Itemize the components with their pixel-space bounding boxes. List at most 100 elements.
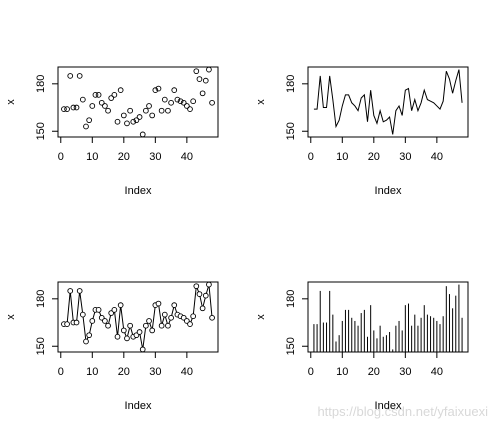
data-point [209, 314, 215, 321]
x-axis-label: Index [375, 185, 402, 197]
data-point [67, 288, 74, 294]
plot-box [57, 281, 219, 353]
data-point [95, 307, 102, 313]
data-point [76, 288, 83, 294]
data-point [73, 319, 80, 326]
data-point [190, 313, 197, 320]
data-point [124, 120, 130, 127]
x-tick-label: 10 [86, 151, 98, 163]
data-point [139, 131, 146, 138]
x-tick-label: 30 [149, 366, 161, 378]
data-point [105, 322, 111, 329]
data-point [190, 98, 197, 105]
data-point [95, 92, 102, 98]
data-point [196, 291, 203, 297]
data-point [79, 96, 86, 103]
data-point [64, 321, 70, 327]
data-point [174, 96, 181, 103]
plot-box [307, 281, 469, 353]
data-point [102, 103, 108, 109]
data-point [158, 107, 165, 114]
x-tick-label: 20 [118, 366, 130, 378]
data-point [136, 114, 143, 120]
data-point [209, 99, 215, 106]
y-tick-label: 150 [285, 122, 297, 140]
x-tick-label: 0 [58, 366, 64, 378]
data-point [136, 329, 143, 335]
x-tick-label: 10 [336, 366, 348, 378]
data-point [149, 112, 156, 119]
data-point [86, 332, 92, 339]
data-point [73, 104, 80, 111]
y-tick-label: 150 [35, 337, 47, 355]
x-tick-label: 40 [181, 366, 193, 378]
data-point [98, 99, 105, 106]
data-point [171, 302, 178, 308]
x-tick-label: 0 [308, 151, 314, 163]
data-point [139, 346, 146, 353]
watermark: https://blog.csdn.net/yfaixuexi [317, 404, 488, 419]
data-point [193, 283, 200, 290]
data-point [199, 90, 206, 97]
data-point [105, 107, 111, 114]
x-tick-label: 40 [431, 366, 443, 378]
x-tick-label: 10 [336, 151, 348, 163]
data-point [180, 99, 187, 106]
x-tick-label: 30 [399, 366, 411, 378]
data-point [114, 333, 121, 340]
data-point [161, 311, 168, 318]
y-axis-label: x [255, 314, 267, 320]
x-tick-label: 30 [399, 151, 411, 163]
data-point [92, 92, 99, 98]
y-tick-label: 150 [35, 122, 47, 140]
data-point [158, 322, 165, 329]
x-tick-label: 20 [368, 151, 380, 163]
data-point [114, 118, 121, 125]
data-point [83, 338, 89, 345]
data-point [196, 76, 203, 82]
data-point [155, 300, 162, 307]
x-axis-label: Index [125, 185, 152, 197]
data-point [127, 107, 133, 114]
plot-box [57, 66, 219, 138]
y-tick-label: 180 [35, 75, 47, 93]
data-point [202, 292, 209, 299]
data-point [117, 302, 124, 308]
x-tick-label: 0 [308, 366, 314, 378]
data-point [177, 98, 184, 105]
data-point [130, 118, 137, 125]
data-line [313, 69, 463, 135]
x-tick-label: 0 [58, 151, 64, 163]
x-tick-label: 10 [86, 366, 98, 378]
data-point [149, 327, 156, 334]
data-point [120, 327, 127, 334]
plot-box [307, 66, 469, 138]
data-point [102, 318, 108, 324]
data-point [111, 307, 118, 313]
data-point [152, 87, 159, 93]
data-point [86, 117, 92, 124]
x-axis-label: Index [125, 400, 152, 412]
data-point [111, 92, 118, 98]
data-point [127, 322, 133, 329]
data-point [193, 68, 200, 75]
x-tick-label: 40 [431, 151, 443, 163]
y-axis-label: x [5, 314, 17, 320]
data-point [146, 103, 152, 109]
data-point [168, 314, 174, 321]
data-point [146, 318, 152, 324]
data-point [165, 322, 171, 329]
data-point [161, 96, 168, 103]
x-tick-label: 40 [181, 151, 193, 163]
data-point [67, 73, 74, 79]
y-axis-label: x [255, 99, 267, 105]
data-point [76, 73, 83, 79]
data-point [187, 321, 193, 327]
data-point [89, 318, 96, 324]
data-point [124, 335, 130, 342]
data-point [83, 123, 89, 130]
y-tick-label: 180 [285, 75, 297, 93]
data-point [133, 117, 140, 124]
data-point [108, 95, 115, 101]
